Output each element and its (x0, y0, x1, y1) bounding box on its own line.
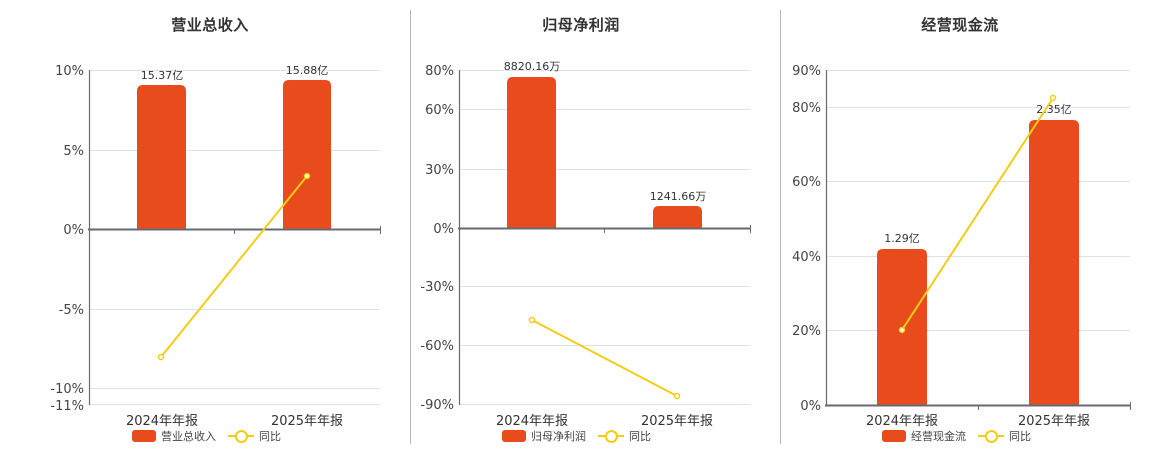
bar-2025[interactable] (1029, 120, 1079, 405)
y-tick: 0% (63, 223, 84, 238)
y-tick: -90% (420, 398, 454, 413)
y-tick: -11% (50, 399, 84, 414)
bar-value-label: 1241.66万 (650, 190, 707, 203)
legend-label: 同比 (259, 430, 281, 443)
chart-title: 经营现金流 (921, 16, 999, 34)
panel-divider (410, 10, 411, 444)
bar-value-label: 8820.16万 (504, 60, 561, 73)
legend-label: 经营现金流 (911, 430, 966, 443)
y-tick: 80% (425, 64, 454, 79)
bar-swatch-icon (882, 430, 906, 442)
y-tick: 0% (433, 222, 454, 237)
y-tick: -10% (50, 382, 84, 397)
legend-item-yoy[interactable]: 同比 (978, 428, 1031, 444)
y-tick: 10% (55, 64, 84, 79)
chart-net-profit-plot: 80% 60% 30% 0% -30% -60% -90% 8820.16万 1… (420, 60, 751, 429)
gridlines (90, 70, 380, 405)
legend-item-bar[interactable]: 经营现金流 (882, 428, 966, 444)
line-marker-icon (978, 430, 1004, 443)
bar-swatch-icon (502, 430, 526, 442)
line-marker-icon (598, 430, 624, 443)
bar-swatch-icon (132, 430, 156, 442)
yoy-point[interactable] (673, 392, 681, 400)
bar-value-label: 15.37亿 (141, 69, 184, 82)
legend-item-bar[interactable]: 归母净利润 (502, 428, 586, 444)
y-tick: -60% (420, 339, 454, 354)
y-tick: -5% (59, 303, 84, 318)
y-tick: 0% (800, 399, 821, 414)
x-category-label: 2024年年报 (866, 414, 938, 429)
bar-2024[interactable] (507, 77, 556, 228)
panel-divider (780, 10, 781, 444)
y-tick: -30% (420, 280, 454, 295)
legend-label: 营业总收入 (161, 430, 216, 443)
legend-item-yoy[interactable]: 同比 (598, 428, 651, 444)
legend: 归母净利润 同比 (502, 428, 651, 444)
legend-item-yoy[interactable]: 同比 (228, 428, 281, 444)
yoy-point[interactable] (303, 172, 311, 180)
y-tick: 60% (792, 175, 821, 190)
yoy-line (160, 175, 308, 358)
yoy-line (531, 319, 678, 397)
x-category-label: 2025年年报 (271, 414, 343, 429)
chart-title: 营业总收入 (171, 16, 249, 34)
x-category-label: 2024年年报 (496, 414, 568, 429)
x-category-label: 2025年年报 (1018, 414, 1090, 429)
bar-value-label: 1.29亿 (884, 232, 920, 245)
chart-revenue-plot: 10% 5% 0% -5% -10% -11% 15.37亿 15.88亿 20… (50, 64, 381, 429)
bar-2025[interactable] (653, 206, 702, 228)
legend-label: 归母净利润 (531, 430, 586, 443)
y-tick: 30% (425, 163, 454, 178)
yoy-point[interactable] (1049, 94, 1057, 102)
yoy-line (901, 97, 1054, 331)
y-tick: 80% (792, 101, 821, 116)
gridlines (827, 70, 1130, 331)
y-tick: 60% (425, 103, 454, 118)
legend-label: 同比 (1009, 430, 1031, 443)
legend-item-bar[interactable]: 营业总收入 (132, 428, 216, 444)
x-category-label: 2024年年报 (126, 414, 198, 429)
yoy-point[interactable] (528, 316, 536, 324)
legend: 营业总收入 同比 (132, 428, 281, 444)
x-category-label: 2025年年报 (641, 414, 713, 429)
y-tick: 90% (792, 64, 821, 79)
bar-value-label: 15.88亿 (286, 64, 329, 77)
chart-panel-net-profit: 归母净利润 80% 60% 30% 0% -30% -60% -90% 8820… (411, 0, 781, 450)
chart-title: 归母净利润 (542, 16, 620, 34)
yoy-point[interactable] (157, 353, 165, 361)
y-tick: 5% (63, 144, 84, 159)
bar-value-label: 2.35亿 (1036, 103, 1072, 116)
bar-2024[interactable] (137, 85, 186, 229)
chart-panel-revenue: 营业总收入 10% 5% 0% -5% -10% -11% 15.37亿 15.… (0, 0, 410, 450)
line-marker-icon (228, 430, 254, 443)
chart-panel-operating-cashflow: 经营现金流 90% 80% 60% 40% 20% 0% 1.29亿 2.35亿… (781, 0, 1160, 450)
yoy-point[interactable] (898, 326, 906, 334)
y-tick: 20% (792, 324, 821, 339)
y-tick: 40% (792, 250, 821, 265)
legend-label: 同比 (629, 430, 651, 443)
legend: 经营现金流 同比 (882, 428, 1031, 444)
